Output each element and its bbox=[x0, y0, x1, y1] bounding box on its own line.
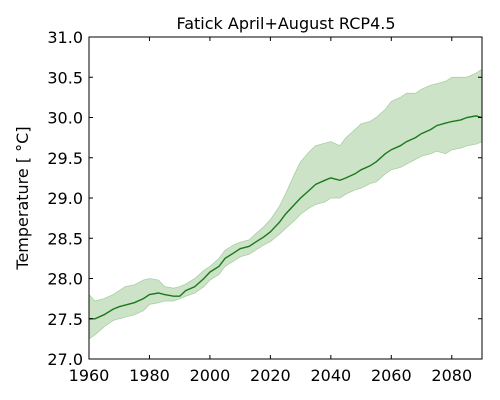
x-tick-label: 2000 bbox=[190, 366, 231, 385]
confidence-band bbox=[88, 68, 483, 340]
x-tick-label: 2060 bbox=[371, 366, 412, 385]
x-tick-label: 2040 bbox=[310, 366, 351, 385]
x-tick-label: 2020 bbox=[250, 366, 291, 385]
y-tick-label: 31.0 bbox=[47, 28, 83, 47]
chart-title: Fatick April+August RCP4.5 bbox=[176, 14, 395, 33]
y-tick-label: 28.5 bbox=[47, 229, 83, 248]
y-tick-label: 27.0 bbox=[47, 350, 83, 369]
y-tick-label: 28.0 bbox=[47, 270, 83, 289]
y-tick-label: 27.5 bbox=[47, 310, 83, 329]
y-tick-label: 29.0 bbox=[47, 189, 83, 208]
y-axis-label: Temperature [ °C] bbox=[13, 126, 32, 270]
x-axis: 1960 1980 2000 2020 2040 2060 2080 bbox=[69, 37, 472, 385]
x-tick-label: 1960 bbox=[69, 366, 110, 385]
y-tick-label: 30.0 bbox=[47, 109, 83, 128]
mean-temperature-line bbox=[89, 115, 483, 320]
x-tick-label: 2080 bbox=[431, 366, 472, 385]
y-tick-label: 30.5 bbox=[47, 68, 83, 87]
y-axis: 27.0 27.5 28.0 28.5 29.0 29.5 30.0 30.5 31.0 bbox=[47, 28, 482, 369]
plot-area bbox=[88, 68, 483, 340]
y-tick-label: 29.5 bbox=[47, 149, 83, 168]
x-tick-label: 1980 bbox=[129, 366, 170, 385]
